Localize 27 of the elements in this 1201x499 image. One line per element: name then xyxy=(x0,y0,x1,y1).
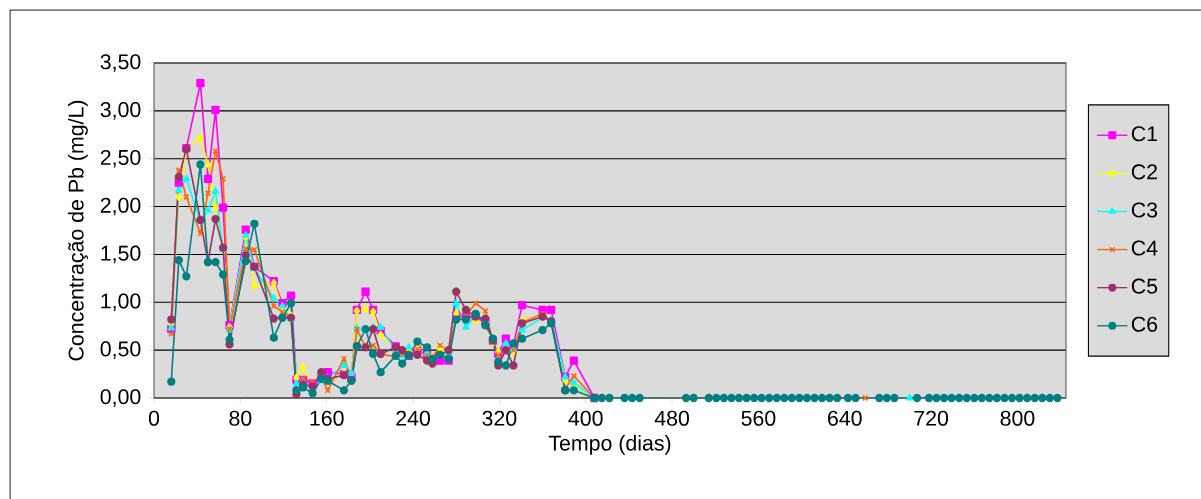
y-axis-title: Concentração de Pb (mg/L) xyxy=(67,100,88,361)
legend-label: C6 xyxy=(1131,316,1158,332)
x-tick-label: 80 xyxy=(229,410,252,426)
y-tick-label: 0,50 xyxy=(100,341,141,359)
x-tick-label: 0 xyxy=(148,410,160,426)
legend-label: C1 xyxy=(1131,126,1157,142)
x-tick-label: 480 xyxy=(654,410,690,426)
legend-label: C3 xyxy=(1131,202,1158,218)
y-tick-label: 2,00 xyxy=(100,197,141,216)
x-tick-label: 160 xyxy=(310,410,344,426)
x-tick-label: 640 xyxy=(828,410,862,426)
y-tick-label: 1,50 xyxy=(101,245,141,264)
x-tick-label: 560 xyxy=(741,410,776,426)
legend-label: C5 xyxy=(1131,278,1158,294)
legend-label: C4 xyxy=(1131,240,1158,256)
x-tick-label: 400 xyxy=(568,410,603,426)
y-tick-label: 1,00 xyxy=(101,293,141,312)
y-tick-label: 0,00 xyxy=(100,389,141,407)
legend-label: C2 xyxy=(1131,164,1157,180)
x-tick-label: 720 xyxy=(914,410,949,426)
y-tick-label: 2,50 xyxy=(100,149,141,168)
y-tick-label: 3,50 xyxy=(100,54,141,72)
x-tick-label: 240 xyxy=(396,410,430,426)
x-tick-label: 800 xyxy=(1000,410,1035,426)
x-axis-title: Tempo (dias) xyxy=(548,434,671,455)
y-tick-label: 3,00 xyxy=(100,102,141,120)
x-tick-label: 320 xyxy=(482,410,517,426)
